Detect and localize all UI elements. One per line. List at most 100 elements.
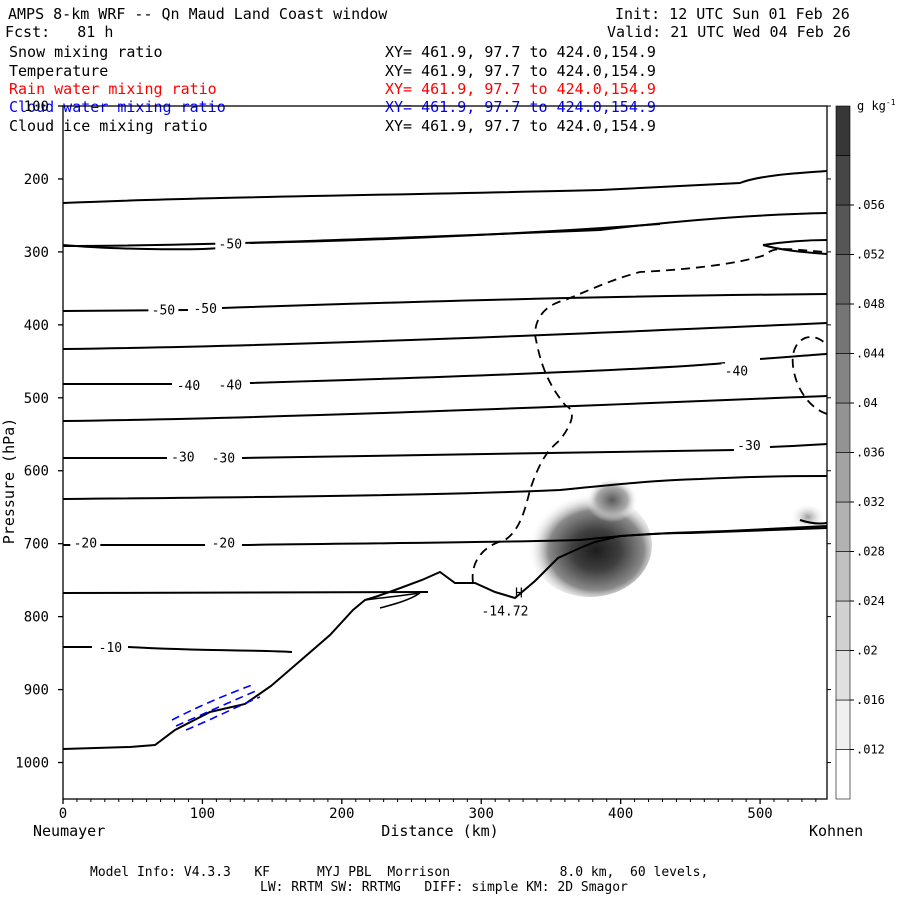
x-axis-title: Distance (km) xyxy=(381,822,498,840)
forecast-hour: Fcst: 81 h xyxy=(5,23,114,41)
colorbar-bin xyxy=(835,699,851,750)
isotherm-label-bg xyxy=(208,450,239,465)
x-tick-label: 500 xyxy=(747,806,772,822)
colorbar-bin xyxy=(835,600,851,651)
temperature-contours xyxy=(62,170,828,653)
isotherm-label-bg xyxy=(95,639,126,654)
isotherm-label: -50 xyxy=(152,303,175,318)
isotherm-label: -40 xyxy=(177,379,200,394)
x-tick-label: 100 xyxy=(190,806,215,822)
isotherm-label-bg xyxy=(215,377,246,392)
isotherm-label: -10 xyxy=(99,641,122,656)
init-time: Init: 12 UTC Sun 01 Feb 26 xyxy=(615,5,850,23)
y-tick-label: 900 xyxy=(24,683,49,699)
colorbar-bin xyxy=(835,254,851,305)
terrain-fold xyxy=(364,592,421,609)
legend-snow-label: Snow mixing ratio xyxy=(9,43,163,61)
legend-snow-xy: XY= 461.9, 97.7 to 424.0,154.9 xyxy=(385,43,656,61)
isotherm-label: -20 xyxy=(74,537,97,552)
x-axis: 0 100 200 300 400 500 xyxy=(59,799,817,822)
colorbar-tick-label: .04 xyxy=(856,396,878,410)
legend-cloud-water-label: Cloud water mixing ratio xyxy=(9,98,226,116)
isotherm-label: -40 xyxy=(725,365,748,380)
y-tick-label: 300 xyxy=(24,245,49,261)
colorbar-bin xyxy=(835,402,851,453)
colorbar-bin xyxy=(835,303,851,354)
x-tick-label: 300 xyxy=(469,806,494,822)
x-tick-label: 0 xyxy=(59,806,67,822)
colorbar-bin xyxy=(835,353,851,404)
colorbar-tick-label: .052 xyxy=(856,248,885,262)
left-endpoint-label: Neumayer xyxy=(33,822,105,840)
legend-cloud-ice-label: Cloud ice mixing ratio xyxy=(9,117,208,135)
valid-time: Valid: 21 UTC Wed 04 Feb 26 xyxy=(607,23,851,41)
colorbar-bin xyxy=(835,501,851,552)
y-tick-label: 800 xyxy=(24,610,49,626)
isotherm-label: -30 xyxy=(212,451,235,466)
cloud-water-contour xyxy=(171,684,261,731)
colorbar-tick-label: .024 xyxy=(856,594,885,608)
isotherm-label-bg xyxy=(70,535,101,550)
y-axis: 1000 900 800 700 600 500 400 300 200 100 xyxy=(15,99,831,772)
isotherm-label: -20 xyxy=(212,537,235,552)
colorbar-tick-label: .056 xyxy=(856,198,885,212)
colorbar-tick-label: .02 xyxy=(856,644,878,658)
y-tick-label: 400 xyxy=(24,318,49,334)
x-tick-label: 200 xyxy=(329,806,354,822)
legend-rain-label: Rain water mixing ratio xyxy=(9,80,217,98)
plot-frame xyxy=(62,105,828,800)
min-marker-letter: H xyxy=(515,587,523,602)
isotherm-label-bg xyxy=(733,437,764,452)
colorbar-bin xyxy=(835,105,851,156)
colorbar-tick-label: .048 xyxy=(856,297,885,311)
colorbar-tick-label: .028 xyxy=(856,545,885,559)
legend-temperature-label: Temperature xyxy=(9,62,109,80)
snow-shading xyxy=(528,478,826,597)
isotherm-label: -30 xyxy=(171,451,194,466)
isotherm-label: -30 xyxy=(737,439,760,454)
isotherm-label-bg xyxy=(208,535,239,550)
colorbar-unit: g kg-1 xyxy=(857,98,896,113)
legend-cloud-water-xy: XY= 461.9, 97.7 to 424.0,154.9 xyxy=(385,98,656,116)
model-info-line2: LW: RRTM SW: RRTMG DIFF: simple KM: 2D S… xyxy=(260,880,628,895)
isotherm-label-bg xyxy=(215,236,246,251)
model-info-line1: Model Info: V4.3.3 KF MYJ PBL Morrison 8… xyxy=(90,865,709,880)
isotherm-label-bg xyxy=(173,378,204,393)
colorbar-bin xyxy=(835,204,851,255)
isotherm-label-bg xyxy=(721,363,752,378)
colorbar-bin xyxy=(835,155,851,206)
isotherm-label-bg xyxy=(167,449,198,464)
y-tick-label: 500 xyxy=(24,391,49,407)
colorbar-bin xyxy=(835,749,851,800)
isotherm-labels: -50 -50 -50 -40 -40 -40 -30 -30 -30 -20 -20 -10 xyxy=(70,236,764,656)
colorbar-bin xyxy=(835,650,851,701)
colorbar-tick-label: .012 xyxy=(856,743,885,757)
y-tick-label: 700 xyxy=(24,537,49,553)
legend-temperature-xy: XY= 461.9, 97.7 to 424.0,154.9 xyxy=(385,62,656,80)
colorbar-tick-label: .016 xyxy=(856,693,885,707)
y-tick-label: 600 xyxy=(24,464,49,480)
cloud-ice-contour xyxy=(471,248,828,584)
legend-cloud-ice-xy: XY= 461.9, 97.7 to 424.0,154.9 xyxy=(385,117,656,135)
colorbar-tick-label: .044 xyxy=(856,347,885,361)
isotherm-label-bg xyxy=(190,300,221,315)
y-axis-title: Pressure (hPa) xyxy=(0,418,18,544)
colorbar-tick-label: .032 xyxy=(856,495,885,509)
isotherm-label: -50 xyxy=(193,302,216,317)
chart-title: AMPS 8-km WRF -- Qn Maud Land Coast wind… xyxy=(8,5,388,23)
colorbar-tick-label: .036 xyxy=(856,446,885,460)
min-marker-value: -14.72 xyxy=(481,605,528,620)
isotherm-label: -50 xyxy=(219,238,242,253)
terrain-profile xyxy=(62,525,828,750)
isotherm-label-bg xyxy=(148,302,179,317)
y-tick-label: 1000 xyxy=(15,756,49,772)
legend-rain-xy: XY= 461.9, 97.7 to 424.0,154.9 xyxy=(385,80,656,98)
colorbar: .012 .016 .02 .024 .028 .032 .036 .04 .044 .048 .0… xyxy=(835,105,885,800)
colorbar-bin xyxy=(835,452,851,503)
right-endpoint-label: Kohnen xyxy=(809,822,863,840)
isotherm-label: -40 xyxy=(219,378,242,393)
y-tick-label: 200 xyxy=(24,172,49,188)
colorbar-bin xyxy=(835,551,851,602)
x-tick-label: 400 xyxy=(608,806,633,822)
